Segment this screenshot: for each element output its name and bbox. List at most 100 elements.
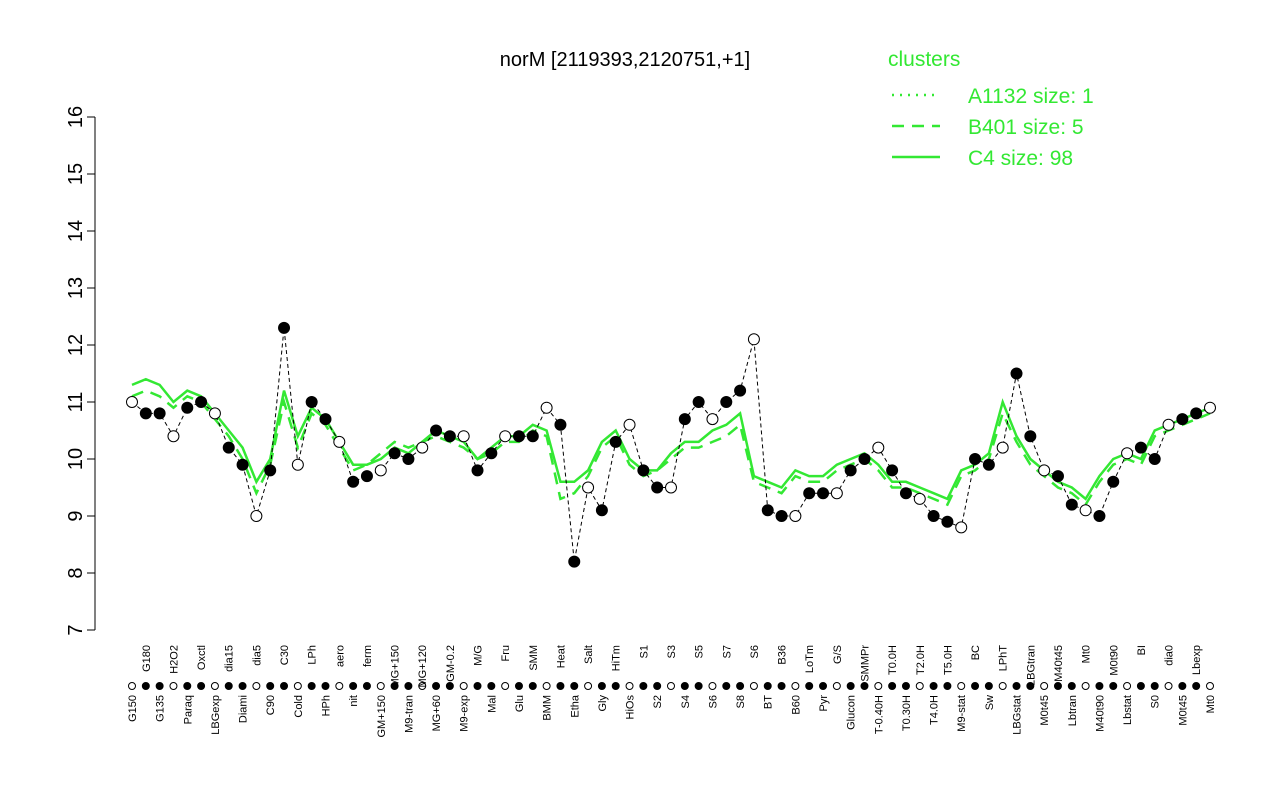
- point: [443, 430, 456, 443]
- x-tick-label: Mt0: [1081, 645, 1093, 663]
- point: [236, 458, 249, 471]
- rug: [1040, 682, 1049, 690]
- y-tick-label: 13: [65, 277, 87, 299]
- x-tick-label: LBGexp: [210, 695, 222, 735]
- rug: [238, 682, 247, 690]
- rug: [362, 682, 371, 690]
- y-tick-label: 8: [65, 567, 87, 578]
- point: [982, 458, 995, 471]
- rug: [639, 682, 648, 690]
- x-tick-label: S3: [666, 645, 678, 658]
- rug: [611, 682, 620, 690]
- point: [1176, 413, 1189, 426]
- point: [499, 430, 512, 443]
- point: [927, 510, 940, 522]
- x-tick-label: LoTm: [804, 645, 816, 673]
- point: [181, 401, 194, 414]
- point: [388, 447, 401, 460]
- rug: [971, 682, 980, 690]
- x-tick-label: BC: [970, 645, 982, 660]
- x-tick-label: S0: [1150, 695, 1162, 708]
- x-tick-label: T2.0H: [915, 645, 927, 675]
- rug: [1109, 682, 1118, 690]
- x-tick-label: dia0: [1164, 645, 1176, 666]
- y-tick-label: 14: [65, 220, 87, 242]
- rug: [183, 682, 192, 690]
- point: [305, 396, 318, 408]
- x-tick-label: T0.30H: [901, 695, 913, 731]
- point: [1093, 510, 1106, 522]
- x-tick-label: Paraq: [182, 695, 194, 724]
- rug: [349, 682, 358, 690]
- point: [775, 510, 788, 522]
- legend-label: A1132 size: 1: [968, 85, 1094, 108]
- point: [485, 447, 498, 460]
- x-tick-label: S1: [638, 645, 650, 658]
- x-tick-label: B60: [790, 695, 802, 715]
- rug: [957, 682, 966, 690]
- x-tick-label: M0t45: [1177, 695, 1189, 726]
- point: [872, 441, 885, 454]
- rug: [584, 682, 593, 690]
- x-tick-label: BMM: [542, 695, 554, 721]
- rug: [1012, 682, 1021, 690]
- series-line: [131, 377, 1211, 501]
- x-tick-label: GM+150: [376, 695, 388, 738]
- x-tick-label: G/S: [832, 645, 844, 664]
- x-tick-label: Lbstat: [1122, 695, 1134, 725]
- x-tick-label: LBGstat: [1012, 695, 1024, 735]
- x-tick-label: Heat: [555, 645, 567, 668]
- x-tick-label: Mal: [486, 695, 498, 713]
- point: [913, 492, 926, 505]
- rug: [542, 682, 551, 690]
- point: [1079, 504, 1092, 517]
- rug: [1095, 682, 1104, 690]
- point: [333, 435, 346, 448]
- rug: [1150, 682, 1159, 690]
- point: [208, 407, 221, 420]
- x-tick-label: Gly: [597, 695, 609, 712]
- x-tick-label: B36: [777, 645, 789, 665]
- point: [720, 396, 733, 408]
- chart-title: norM [2119393,2120751,+1]: [500, 49, 750, 71]
- x-tick-label: S8: [735, 695, 747, 708]
- rug: [169, 682, 178, 690]
- x-tick-label: S6: [749, 645, 761, 658]
- rug: [459, 682, 468, 690]
- rug: [1192, 682, 1201, 690]
- rug: [514, 682, 523, 690]
- rug: [1053, 682, 1062, 690]
- point: [1190, 407, 1203, 420]
- rug: [1206, 682, 1214, 690]
- rug: [874, 682, 883, 690]
- point: [416, 441, 429, 454]
- point: [264, 464, 277, 477]
- rug: [556, 682, 565, 690]
- point: [789, 510, 802, 522]
- point: [678, 413, 691, 426]
- point: [1107, 475, 1120, 488]
- rug: [335, 682, 344, 690]
- point: [761, 504, 774, 517]
- x-tick-label: Pyr: [818, 695, 830, 712]
- point: [471, 464, 484, 477]
- x-tick-label: M40t90: [1094, 695, 1106, 732]
- point: [734, 384, 747, 397]
- legend-title: clusters: [888, 48, 960, 71]
- x-tick-label: S7: [721, 645, 733, 658]
- x-tick-label: Glu: [514, 695, 526, 712]
- rug: [1026, 682, 1035, 690]
- point: [374, 464, 387, 477]
- x-tick-label: aero: [334, 645, 346, 667]
- point: [886, 464, 899, 477]
- x-tick-label: M0t90: [1108, 645, 1120, 676]
- rug: [984, 682, 993, 690]
- x-tick-label: Oxctl: [196, 645, 208, 670]
- rug: [998, 682, 1007, 690]
- rug: [293, 682, 302, 690]
- x-tick-label: LPhT: [998, 645, 1010, 672]
- point: [1162, 418, 1175, 431]
- rug: [1164, 682, 1173, 690]
- x-tick-label: Sw: [984, 695, 996, 710]
